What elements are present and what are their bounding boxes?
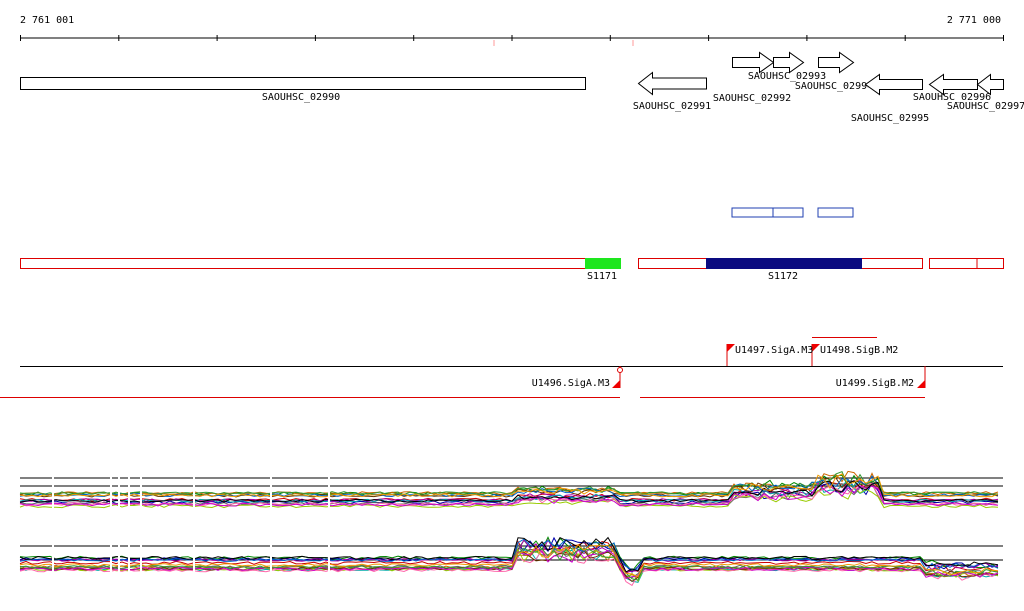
feature-box xyxy=(772,207,804,218)
gene-arrow xyxy=(637,71,707,96)
expression-line xyxy=(19,473,999,498)
expression-line xyxy=(19,482,999,507)
expression-line xyxy=(19,547,999,581)
gap-marker xyxy=(328,474,330,582)
gene-label: SAOUHSC_02997 xyxy=(947,101,1024,112)
gene-arrow xyxy=(818,51,855,74)
ruler-end: 2 771 000 xyxy=(947,15,1001,26)
feature-box xyxy=(731,207,774,218)
gap-marker xyxy=(52,474,54,582)
gene-arrow xyxy=(732,51,775,74)
gap-marker xyxy=(128,474,130,582)
expression-line xyxy=(19,536,999,573)
gap-marker xyxy=(193,474,195,582)
segment-fill xyxy=(585,258,621,269)
promoter-label: U1496.SigA.M3 xyxy=(532,378,610,389)
segment-fill xyxy=(706,258,862,269)
gene-label: SAOUHSC_02991 xyxy=(633,101,711,112)
expression-line xyxy=(19,544,999,578)
segment-outline xyxy=(929,258,1004,269)
promoter-track xyxy=(0,337,1003,398)
promoter-stem xyxy=(619,344,926,388)
gene-label: SAOUHSC_02990 xyxy=(262,92,340,103)
gap-marker xyxy=(270,474,272,582)
expression-line xyxy=(19,536,999,572)
gene-arrow xyxy=(864,73,923,96)
gene-label: SAOUHSC_02994 xyxy=(795,81,873,92)
gene-label: SAOUHSC_02996 xyxy=(913,92,991,103)
ruler-start: 2 761 001 xyxy=(20,15,74,26)
gene-label: SAOUHSC_02992 xyxy=(713,93,791,104)
segment-label: S1171 xyxy=(587,271,617,282)
segment-outline xyxy=(20,258,621,269)
promoter-label: U1498.SigB.M2 xyxy=(820,345,898,356)
gene-arrow xyxy=(928,73,978,96)
gap-marker xyxy=(110,474,112,582)
gene-label: SAOUHSC_02995 xyxy=(851,113,929,124)
promoter-label: U1499.SigB.M2 xyxy=(836,378,914,389)
gene-arrow xyxy=(976,73,1004,96)
gene-arrow xyxy=(20,77,586,90)
blue-boxes xyxy=(731,207,854,218)
gap-marker xyxy=(140,474,142,582)
feature-box xyxy=(817,207,854,218)
expression-line xyxy=(19,540,999,574)
expression-line xyxy=(19,538,999,571)
expression-line xyxy=(19,479,999,503)
gap-marker xyxy=(118,474,120,582)
gene-label: SAOUHSC_02993 xyxy=(748,71,826,82)
expression-tracks xyxy=(19,470,1003,587)
expression-line xyxy=(20,470,999,496)
segment-track xyxy=(20,258,1004,269)
expression-line xyxy=(19,547,999,579)
gene-arrow xyxy=(773,51,805,74)
promoter-terminator xyxy=(617,367,623,373)
promoter-label: U1497.SigA.M3 xyxy=(735,345,813,356)
segment-label: S1172 xyxy=(768,271,798,282)
ruler-ticks xyxy=(20,35,1004,41)
